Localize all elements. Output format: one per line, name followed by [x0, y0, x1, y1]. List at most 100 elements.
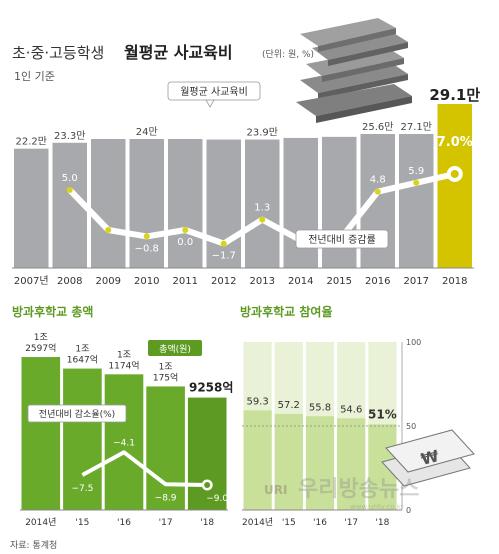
- chart-bar: [91, 139, 126, 268]
- line-value-label: −0.8: [135, 243, 159, 254]
- decline-series-label: 전년대비 감소율(%): [39, 408, 115, 420]
- x-tick-label: 2014: [288, 276, 313, 287]
- line-point: [204, 482, 211, 488]
- watermark: URI 우리방송뉴스 www.uritv.co.kr: [264, 477, 419, 511]
- line-point: [374, 188, 381, 195]
- bar-value-label: 51%: [368, 407, 397, 421]
- bar-value-label-line2: 2597억: [25, 342, 56, 354]
- x-tick-label: 2013: [250, 276, 275, 287]
- chart-bar: [63, 368, 102, 510]
- bar-value-label: 54.6: [340, 404, 362, 415]
- line-value-label: 5.0: [62, 173, 78, 184]
- chart-bar: [21, 357, 61, 510]
- bar-value-label: 9258억: [189, 381, 233, 395]
- x-tick-label: '17: [344, 518, 358, 528]
- line-value-label: −9.0: [206, 494, 228, 504]
- x-tick-label: 2018: [442, 276, 467, 287]
- line-point: [143, 233, 150, 240]
- line-point: [182, 227, 189, 233]
- bar-value-label: 59.3: [246, 396, 268, 407]
- line-value-label: −4.1: [113, 438, 135, 448]
- x-tick-label: '17: [159, 518, 173, 528]
- chart-bar: [206, 139, 241, 268]
- x-tick-label: 2007년: [14, 275, 49, 287]
- y-tick-label: 50: [406, 422, 416, 431]
- chart-bar: [168, 139, 203, 268]
- page-title: 월평균 사교육비: [124, 43, 233, 62]
- chart-bar: [437, 104, 472, 268]
- line-value-label: −8.9: [155, 493, 177, 503]
- line-point: [105, 227, 112, 233]
- bar-value-label: 25.6만: [362, 121, 393, 133]
- total-series-label: 총액(원): [159, 343, 191, 355]
- chart-bar: [187, 397, 227, 510]
- chart-bar: [305, 416, 335, 510]
- chart-bar: [274, 413, 303, 510]
- bar-value-label: 24만: [136, 126, 158, 138]
- chart-bar: [129, 139, 164, 268]
- chart-bar: [283, 137, 318, 268]
- watermark-logo: URI: [264, 483, 287, 497]
- x-tick-label: 2014년: [25, 517, 56, 528]
- watermark-url: www.uritv.co.kr: [350, 503, 404, 511]
- subtitle: 1인 기준: [14, 70, 55, 83]
- line-value-label: −1.7: [212, 251, 236, 262]
- bar-value-label: 1조: [75, 345, 89, 355]
- line-point: [413, 179, 420, 186]
- title-prefix: 초·중·고등학생: [12, 44, 104, 62]
- line-value-label: 5.9: [408, 166, 424, 177]
- x-tick-label: '15: [75, 518, 89, 528]
- bar-series-callout: 월평균 사교육비: [167, 81, 261, 108]
- bar-value-label: 23.9만: [247, 127, 278, 139]
- x-tick-label: 2012: [211, 276, 236, 287]
- x-tick-label: '16: [313, 518, 327, 528]
- svg-text:₩: ₩: [419, 446, 441, 469]
- line-value-label: 1.3: [254, 203, 270, 214]
- line-point: [66, 187, 73, 193]
- bar-value-label: 22.2만: [16, 136, 47, 148]
- line-point: [259, 216, 266, 223]
- x-tick-label: 2014년: [242, 517, 273, 528]
- x-tick-label: '18: [200, 518, 214, 528]
- x-tick-label: 2010: [134, 276, 159, 287]
- chart-bar: [14, 148, 49, 268]
- chart-bar: [146, 386, 185, 510]
- line-series-callout: 전년대비 증감률: [295, 229, 389, 249]
- x-tick-label: 2015: [327, 276, 352, 287]
- bar-value-label: 55.8: [309, 402, 331, 413]
- chart-bar: [245, 139, 280, 268]
- source-note: 자료: 통계청: [10, 539, 57, 551]
- bar-value-label-line2: 175억: [153, 371, 178, 383]
- bar-value-label: 27.1만: [401, 121, 432, 133]
- bar-value-label: 1조: [117, 350, 131, 360]
- line-value-label: 7.0%: [437, 135, 473, 150]
- y-tick-label: 0: [406, 506, 411, 515]
- chart-bar: [399, 134, 434, 268]
- total-series-callout: 총액(원): [148, 340, 202, 356]
- x-tick-label: 2017: [404, 276, 429, 287]
- monthly-cost-chart: 22.2만 23.3만 24만 23.9만 25.6만 27.1만 29.1만 5.0 −0.8…: [12, 86, 480, 287]
- bar-value-label-line2: 1647억: [67, 354, 98, 366]
- chart-bar: [337, 418, 366, 510]
- x-tick-label: '16: [117, 518, 131, 528]
- line-value-label: 4.8: [370, 175, 386, 186]
- y-tick-label: 100: [406, 338, 421, 347]
- bar-series-label: 월평균 사교육비: [180, 86, 248, 98]
- x-tick-label: 2016: [365, 276, 390, 287]
- line-value-label: 0.0: [177, 237, 193, 248]
- line-point: [450, 170, 459, 178]
- unit-label: (단위: 원, %): [262, 49, 314, 60]
- decline-series-callout: 전년대비 감소율(%): [27, 404, 127, 423]
- money-icon: ₩: [381, 429, 475, 487]
- x-tick-label: '15: [282, 518, 296, 528]
- line-series: [81, 450, 208, 487]
- books-icon: [296, 18, 412, 123]
- bar-value-label: 29.1만: [429, 86, 480, 104]
- watermark-text: 우리방송뉴스: [298, 477, 419, 502]
- bar-value-label: 57.2: [278, 400, 300, 411]
- x-tick-label: 2009: [96, 276, 121, 287]
- x-tick-label: '18: [375, 518, 389, 528]
- line-value-label: −7.5: [71, 484, 93, 494]
- x-tick-label: 2008: [57, 276, 82, 287]
